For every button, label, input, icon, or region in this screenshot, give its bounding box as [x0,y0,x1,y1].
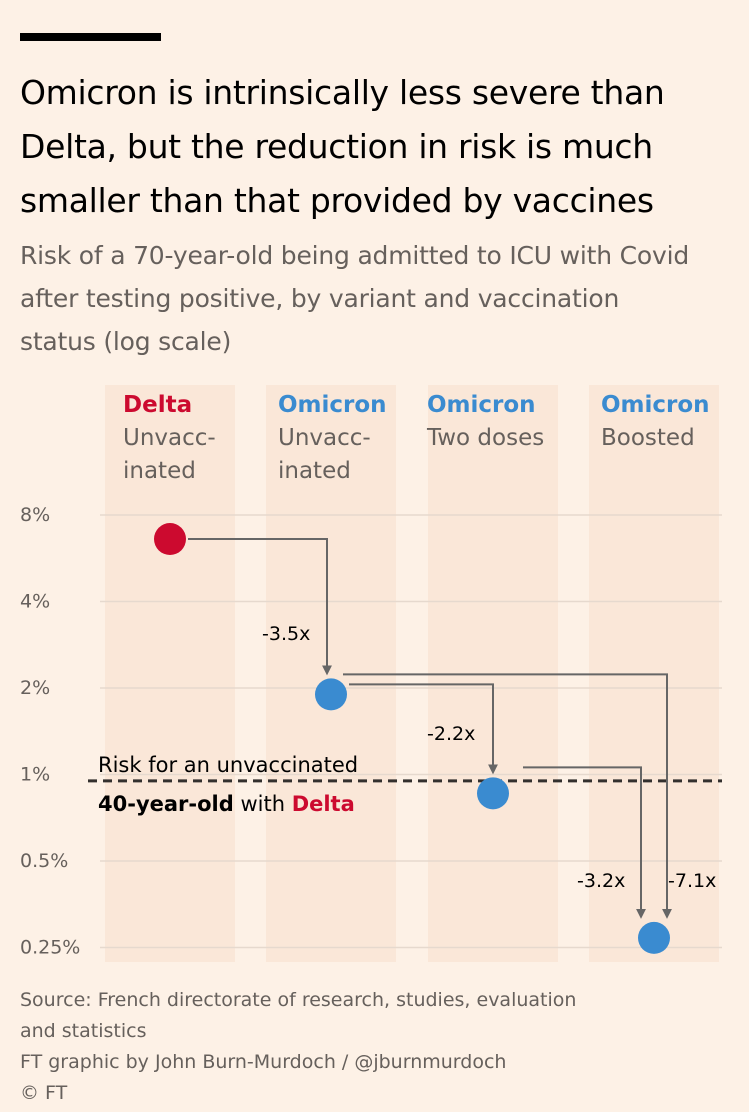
data-point [477,777,509,810]
column-status-label: Unvacc- [123,425,216,451]
column-status-label: Two doses [426,425,544,451]
source-line: and statistics [20,1020,147,1042]
y-tick-label: 8% [20,504,50,526]
ratio-arrow [188,538,332,676]
y-tick-label: 1% [20,764,50,786]
ratio-label: -3.2x [577,870,625,892]
ratio-arrow [343,673,672,919]
ratio-arrow [523,766,646,919]
column-band [105,385,235,962]
data-point [638,921,670,954]
column-variant-label: Omicron [278,392,387,418]
copyright-line: © FT [20,1082,68,1104]
reference-label: 40-year-old with Delta [98,792,355,816]
column-status-label: Unvacc- [278,425,371,451]
ratio-arrow [349,683,498,775]
y-tick-label: 2% [20,677,50,699]
column-status-label: Boosted [601,425,695,451]
top-accent-bar [20,33,161,41]
column-status-label: inated [123,458,196,484]
column-variant-label: Omicron [601,392,710,418]
chart-area: 8% 4% 2% 1% 0.5% 0.25% Delta Unvacc-inated Omic… [20,385,722,962]
credit-line: FT graphic by John Burn-Murdoch / @jburn… [20,1051,507,1073]
data-point [315,678,347,711]
column-status-label: inated [278,458,351,484]
source-notes: Source: French directorate of research, … [20,985,720,1109]
data-point [154,523,186,556]
ratio-label: -7.1x [668,870,716,892]
chart-title: Omicron is intrinsically less severe tha… [20,73,665,220]
source-line: Source: French directorate of research, … [20,989,577,1011]
column-variant-label: Delta [123,392,192,418]
y-tick-label: 0.25% [20,937,80,959]
reference-label: Risk for an unvaccinated [98,753,358,777]
column-variant-label: Omicron [427,392,536,418]
ratio-label: -3.5x [262,623,310,645]
ratio-label: -2.2x [427,723,475,745]
chart-subtitle: Risk of a 70-year-old being admitted to … [20,241,689,356]
y-tick-label: 0.5% [20,850,68,872]
y-tick-label: 4% [20,591,50,613]
